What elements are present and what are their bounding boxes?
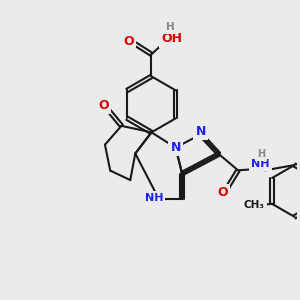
Text: O: O [98, 99, 109, 112]
Text: NH: NH [251, 158, 270, 169]
Text: N: N [196, 125, 206, 138]
Text: O: O [124, 35, 134, 48]
Text: H: H [256, 148, 265, 158]
Text: N: N [170, 141, 181, 154]
Text: O: O [217, 187, 228, 200]
Text: CH₃: CH₃ [244, 200, 265, 210]
Text: H: H [166, 22, 174, 32]
Text: OH: OH [162, 32, 183, 46]
Text: NH: NH [145, 193, 163, 203]
